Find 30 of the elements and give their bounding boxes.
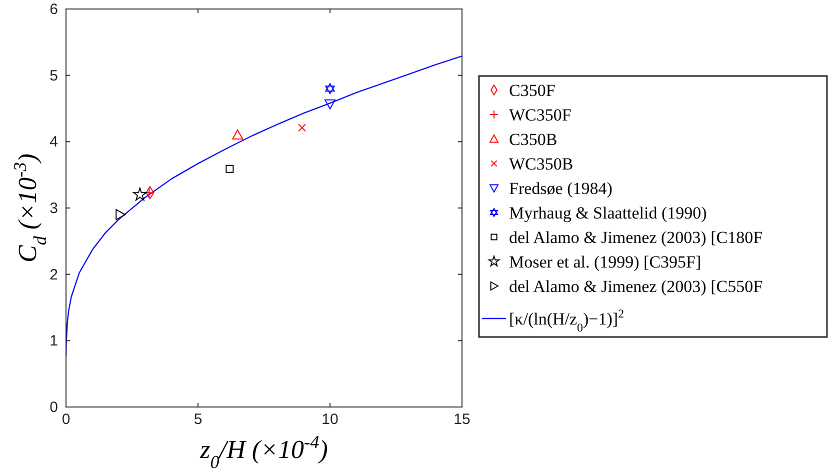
legend-label: Myrhaug & Slaattelid (1990): [509, 204, 707, 222]
point: [144, 187, 155, 198]
legend-label: [κ/(ln(H/z$_{0}$)−1)]$^{2}$: [509, 306, 624, 334]
legend-label: del Alamo & Jimenez (2003) [C180F: [509, 228, 763, 247]
x-tick-label: 0: [62, 411, 70, 428]
point: [324, 99, 336, 110]
x-tick-label: 10: [322, 411, 338, 428]
x-axis-title: z$_{0}$/H (×10$^{-4}$): [199, 432, 328, 470]
y-tick-label: 5: [50, 67, 58, 84]
x-tick-label: 15: [454, 411, 470, 428]
y-tick-label: 1: [50, 332, 58, 350]
point: [116, 209, 126, 220]
point: [133, 188, 147, 201]
y-tick-label: 0: [50, 399, 58, 416]
point: [226, 164, 234, 173]
legend-label: Fredsøe (1984): [509, 179, 612, 198]
legend-label: C350F: [509, 81, 556, 100]
legend-label: WC350B: [509, 154, 574, 174]
y-tick-label: 2: [50, 266, 58, 284]
point: [232, 130, 244, 140]
point: [325, 83, 335, 94]
y-tick-label: 3: [50, 200, 58, 217]
legend-label: Moser et al. (1999) [C395F]: [509, 252, 702, 272]
point: [298, 124, 306, 132]
y-tick-label: 6: [50, 1, 58, 18]
x-tick-label: 5: [194, 411, 202, 428]
legend-label: del Alamo & Jimenez (2003) [C550F: [509, 277, 763, 296]
legend-label: WC350F: [509, 106, 572, 124]
y-tick-label: 4: [50, 134, 58, 151]
legend-label: C350B: [509, 130, 558, 149]
